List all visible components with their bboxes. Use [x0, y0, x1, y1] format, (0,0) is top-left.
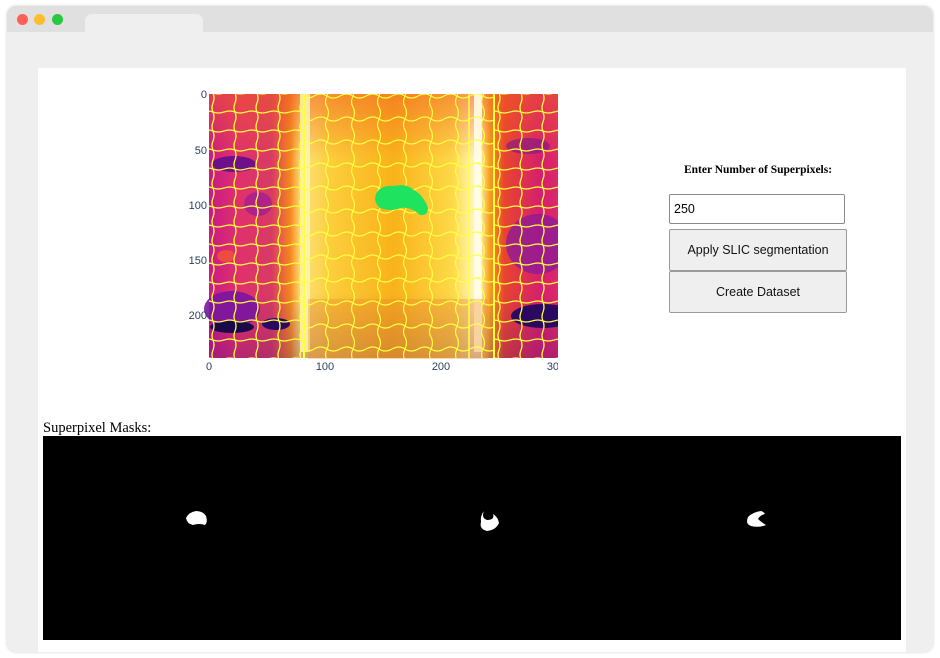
y-tick-label: 100 [189, 200, 207, 212]
y-tick-label: 0 [201, 89, 207, 101]
x-tick-label: 0 [206, 361, 212, 373]
x-tick-label: 100 [316, 361, 334, 373]
y-tick-label: 50 [195, 145, 207, 157]
y-tick-label: 150 [189, 255, 207, 267]
superpixel-image-plot[interactable]: 0 50 100 150 200 0 100 200 300 [158, 84, 558, 374]
superpixel-mask [747, 511, 766, 527]
browser-window: 0 50 100 150 200 0 100 200 300 Enter Num… [7, 6, 933, 652]
create-dataset-button[interactable]: Create Dataset [669, 271, 847, 313]
browser-title-bar [7, 6, 933, 36]
x-tick-label: 200 [432, 361, 450, 373]
x-axis: 0 100 200 300 [206, 361, 558, 373]
heatmap-image [204, 94, 558, 359]
y-tick-label: 200 [189, 310, 207, 322]
superpixel-mask [186, 511, 207, 525]
apply-slic-button[interactable]: Apply SLIC segmentation [669, 229, 847, 271]
superpixel-mask [480, 511, 499, 531]
y-axis: 0 50 100 150 200 [189, 89, 207, 322]
browser-toolbar [7, 32, 933, 62]
browser-tab[interactable] [85, 14, 203, 36]
app-page: 0 50 100 150 200 0 100 200 300 Enter Num… [38, 68, 906, 652]
close-window-icon[interactable] [17, 14, 28, 25]
maximize-window-icon[interactable] [52, 14, 63, 25]
superpixel-count-input[interactable] [669, 194, 845, 224]
selected-superpixel[interactable] [375, 185, 428, 216]
superpixel-masks-label: Superpixel Masks: [43, 420, 152, 436]
superpixel-masks-panel [43, 436, 901, 640]
minimize-window-icon[interactable] [34, 14, 45, 25]
x-tick-label: 300 [547, 361, 558, 373]
superpixel-count-label: Enter Number of Superpixels: [683, 164, 833, 176]
